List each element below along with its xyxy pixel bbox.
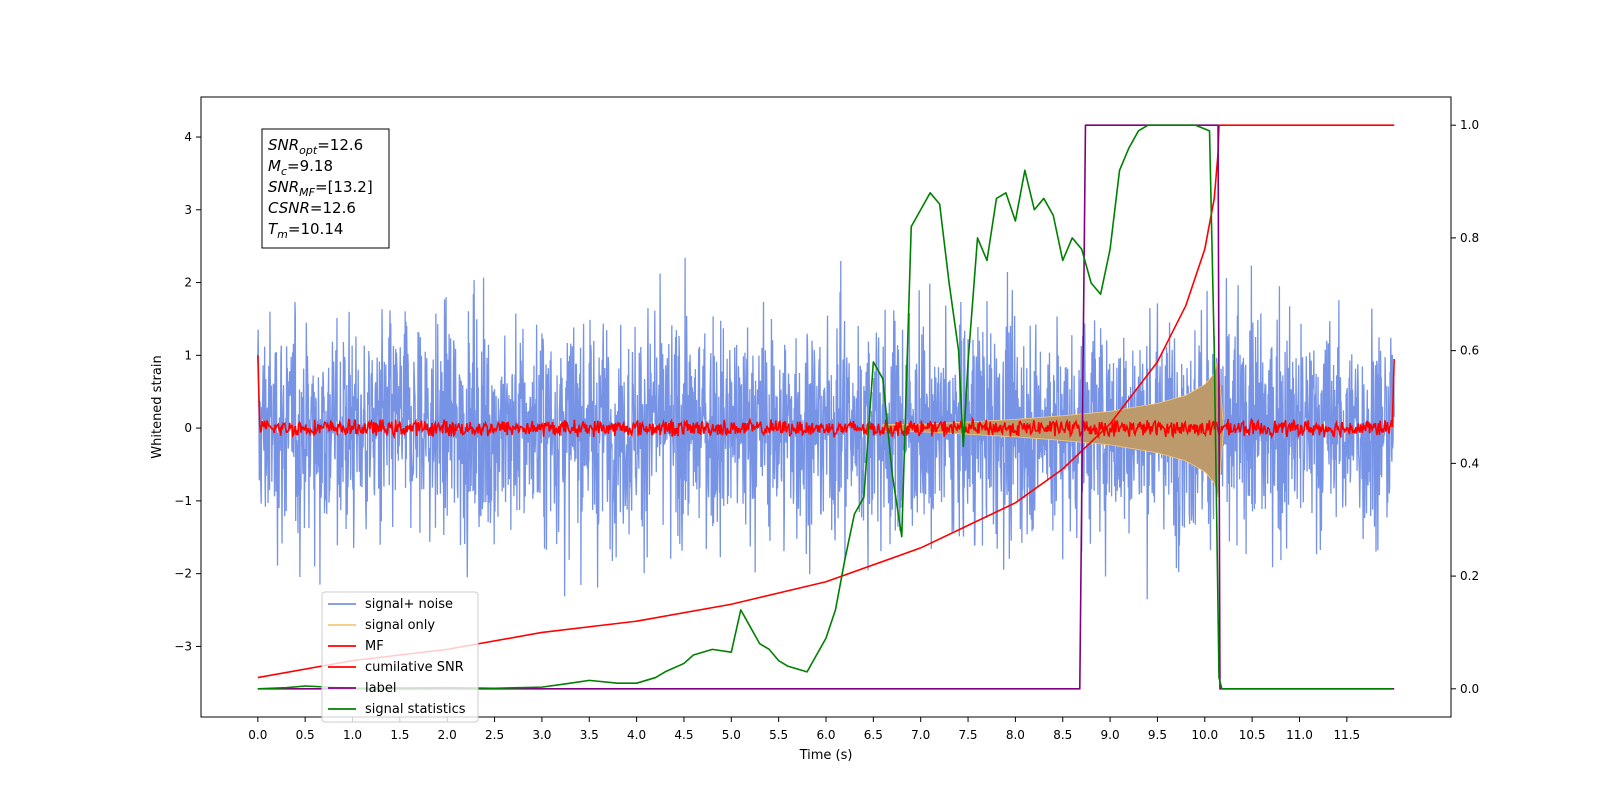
annotation-line: Tm=10.14 xyxy=(268,220,343,241)
y-tick-label: −1 xyxy=(174,494,192,508)
x-tick-label: 11.0 xyxy=(1286,728,1313,742)
annotation-line: SNRopt=12.6 xyxy=(268,136,363,157)
x-axis-label: Time (s) xyxy=(799,748,853,763)
y-tick-label: 3 xyxy=(184,203,192,217)
x-tick-label: 9.5 xyxy=(1148,728,1167,742)
annotation-line: SNRMF=[13.2] xyxy=(268,178,373,199)
x-tick-label: 5.0 xyxy=(722,728,741,742)
annotation-line: Mc=9.18 xyxy=(268,157,333,178)
x-tick-label: 10.5 xyxy=(1239,728,1266,742)
x-tick-label: 10.0 xyxy=(1191,728,1218,742)
x-tick-label: 2.5 xyxy=(485,728,504,742)
x-tick-label: 1.0 xyxy=(343,728,362,742)
legend-entry: signal statistics xyxy=(365,702,466,717)
legend-entry: cumilative SNR xyxy=(365,660,464,675)
y-tick-label: 4 xyxy=(184,130,192,144)
legend-frame xyxy=(321,591,479,723)
y-tick-label: −3 xyxy=(174,639,192,653)
y-tick-label: −2 xyxy=(174,567,192,581)
y-axis-label: Whitened strain xyxy=(150,355,165,458)
series-mf xyxy=(257,355,1395,440)
x-tick-label: 0.0 xyxy=(248,728,267,742)
y-tick-label: 0 xyxy=(184,421,192,435)
annotation-line: CSNR=12.6 xyxy=(268,199,356,217)
legend-entry: MF xyxy=(365,639,384,654)
legend-entry: signal+ noise xyxy=(365,597,453,612)
y2-tick-label: 0.0 xyxy=(1460,682,1479,696)
plot-lines xyxy=(257,124,1395,690)
x-tick-label: 5.5 xyxy=(769,728,788,742)
y2-tick-label: 0.6 xyxy=(1460,344,1479,358)
x-tick-label: 7.5 xyxy=(958,728,977,742)
y-tick-label: 2 xyxy=(184,276,192,290)
y2-tick-label: 0.4 xyxy=(1460,456,1479,470)
x-tick-label: 4.5 xyxy=(674,728,693,742)
legend-entry: signal only xyxy=(365,618,435,633)
x-tick-label: 8.0 xyxy=(1006,728,1025,742)
legend-entry: label xyxy=(365,681,396,696)
y2-tick-label: 1.0 xyxy=(1460,118,1479,132)
x-tick-label: 3.0 xyxy=(532,728,551,742)
x-tick-label: 6.0 xyxy=(816,728,835,742)
x-tick-label: 4.0 xyxy=(627,728,646,742)
annotation-frame xyxy=(261,128,390,249)
x-tick-label: 8.5 xyxy=(1053,728,1072,742)
x-tick-label: 3.5 xyxy=(580,728,599,742)
series-signal-statistics xyxy=(257,124,1393,690)
x-tick-label: 9.0 xyxy=(1101,728,1120,742)
y-axis-right: 0.0 0.2 0.4 0.6 0.8 1.0 xyxy=(1451,118,1479,696)
legend: signal+ noise signal only MF cumilative SNR… xyxy=(321,591,479,723)
y-axis-left: −3 −2 −1 0 1 2 3 4 xyxy=(174,130,201,653)
x-axis: 0.0 0.5 1.0 1.5 2.0 2.5 3.0 3.5 4.0 4.5 5.0 5.5 6.0 6… xyxy=(248,717,1360,742)
series-cumulative-snr xyxy=(257,124,1395,679)
y2-tick-label: 0.8 xyxy=(1460,231,1479,245)
x-tick-label: 6.5 xyxy=(864,728,883,742)
y-tick-label: 1 xyxy=(184,348,192,362)
x-tick-label: 2.0 xyxy=(438,728,457,742)
x-tick-label: 7.0 xyxy=(911,728,930,742)
x-tick-label: 1.5 xyxy=(390,728,409,742)
y2-tick-label: 0.2 xyxy=(1460,569,1479,583)
series-signal-only xyxy=(882,358,1225,498)
x-tick-label: 0.5 xyxy=(296,728,315,742)
x-tick-label: 11.5 xyxy=(1333,728,1360,742)
